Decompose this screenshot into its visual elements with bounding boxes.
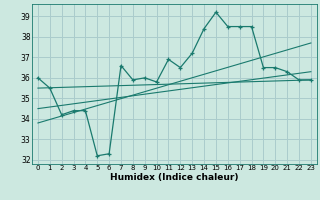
X-axis label: Humidex (Indice chaleur): Humidex (Indice chaleur)	[110, 173, 239, 182]
